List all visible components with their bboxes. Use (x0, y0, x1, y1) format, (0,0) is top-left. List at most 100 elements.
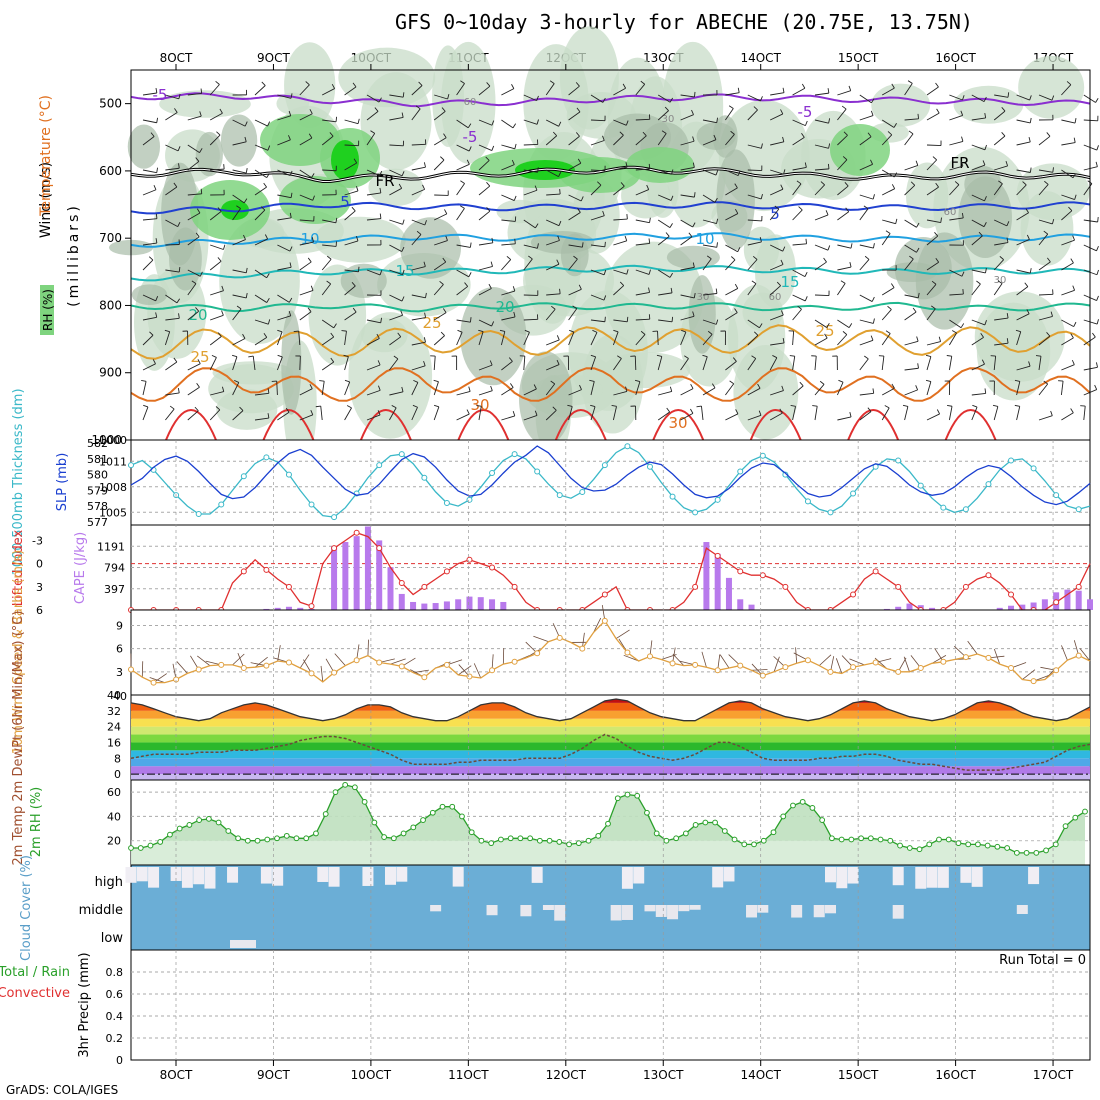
wind-barb-flag (619, 131, 624, 136)
wind-barb-flag (552, 131, 558, 137)
thickness-point (195, 510, 202, 517)
wind-barb (792, 243, 807, 246)
pressure-tick-label: 900 (99, 366, 122, 380)
wind-barb-flag (1070, 408, 1074, 413)
wind-barb (1038, 184, 1049, 196)
wind-barb (523, 388, 537, 396)
wind-barb-flag (444, 209, 448, 215)
wind-barb (320, 406, 323, 421)
wind-barb (725, 187, 738, 196)
wind-barb (837, 108, 847, 121)
lifted-index-point (782, 583, 789, 590)
lifted-index-point (240, 568, 247, 575)
wind-barb (949, 269, 963, 277)
wind-barb (389, 407, 397, 421)
wind-barb-flag (577, 158, 582, 164)
wind-barb-flag (670, 287, 673, 293)
wind-barb (1083, 119, 1098, 122)
wind10-tick-label: 9 (116, 619, 123, 632)
wind-barb (590, 184, 602, 196)
wind-barb (568, 308, 578, 321)
wind-barb (792, 87, 806, 96)
isotherm-label: 20 (495, 298, 514, 316)
wind-barb-flag (870, 159, 874, 165)
cloud-middle-gap (678, 905, 690, 912)
wind-barb-flag (780, 259, 784, 265)
wind-barb (949, 140, 964, 146)
wind-barb-flag (713, 134, 717, 140)
wind-barb-flag (178, 313, 180, 319)
wind-barb (142, 316, 157, 321)
temp-tick-label: 0 (114, 768, 121, 781)
wind10-barb (751, 669, 768, 671)
cape-bar (906, 603, 913, 610)
rh-point (760, 837, 767, 844)
rh-point (400, 830, 407, 837)
wind-barb (456, 391, 471, 396)
lifted-index-point (737, 568, 744, 575)
wind10-point (1053, 667, 1060, 674)
wind-barb-flag (424, 220, 427, 226)
wind-barb (1061, 364, 1075, 371)
wind-barb (165, 94, 179, 100)
cloud-middle-gap (757, 905, 769, 913)
wind-barb (142, 294, 156, 302)
rh-point (644, 809, 650, 816)
wind-barb-flag (1035, 355, 1042, 357)
wind-barb-flag (1028, 136, 1031, 143)
cape-bar (1019, 604, 1026, 610)
wind-barb (1038, 383, 1049, 396)
wind-barb (478, 185, 491, 196)
rh-point (858, 835, 865, 842)
wind-barb-flag (460, 205, 465, 209)
wind-barb (568, 258, 578, 271)
wind-barb-flag (580, 196, 584, 202)
rh-point (1013, 849, 1020, 856)
wind-barb (299, 355, 301, 371)
wind10-barb (903, 656, 910, 672)
rh-point (634, 792, 641, 799)
wind-barb (546, 219, 560, 227)
wind-barb (769, 412, 783, 421)
wind-barb-flag (491, 120, 495, 126)
rh-point (692, 822, 699, 828)
wind-barb (252, 356, 256, 371)
wind-barb-flag (380, 317, 383, 323)
wind-barb-flag (1029, 95, 1032, 101)
wind-barb (1038, 135, 1051, 146)
wind-barb-flag (379, 170, 383, 176)
slp-tick-label: 1005 (99, 506, 127, 519)
wind-barb-flag (827, 163, 830, 169)
wind10-barb (835, 658, 843, 674)
wind-barb (389, 294, 403, 302)
wind-barb (1038, 356, 1042, 371)
wind-barb-flag (730, 256, 736, 261)
isotherm-label: -5 (153, 86, 168, 104)
wind-barb-flag (148, 256, 154, 261)
wind-barb (792, 406, 796, 421)
wind-barb (276, 380, 278, 396)
wind-barb-flag (556, 359, 560, 365)
wind-barb-flag (783, 169, 786, 175)
wind10-barb (277, 645, 281, 662)
wind-barb (792, 294, 806, 302)
wind-barb-flag (1006, 221, 1010, 227)
wind-barb-flag (693, 192, 696, 198)
rh-shade-mid (279, 176, 351, 224)
wind-barb (142, 92, 157, 96)
wind-barb-flag (536, 95, 539, 101)
wind-barb (523, 94, 537, 102)
wind-barb-flag (981, 359, 985, 365)
wind-barb-flag (960, 323, 965, 328)
cloud-high-gap (712, 867, 724, 888)
wind-barb (702, 387, 716, 396)
wind-barb (523, 244, 538, 249)
wind-barb-flag (801, 83, 806, 89)
wind-barb-flag (737, 170, 741, 176)
wind-barb (770, 92, 785, 96)
cape-bar (996, 607, 1003, 610)
wind-barb-flag (467, 123, 472, 129)
wind-barb (165, 294, 178, 304)
wind-barb (209, 336, 222, 346)
rh-shade-grey (666, 245, 720, 270)
